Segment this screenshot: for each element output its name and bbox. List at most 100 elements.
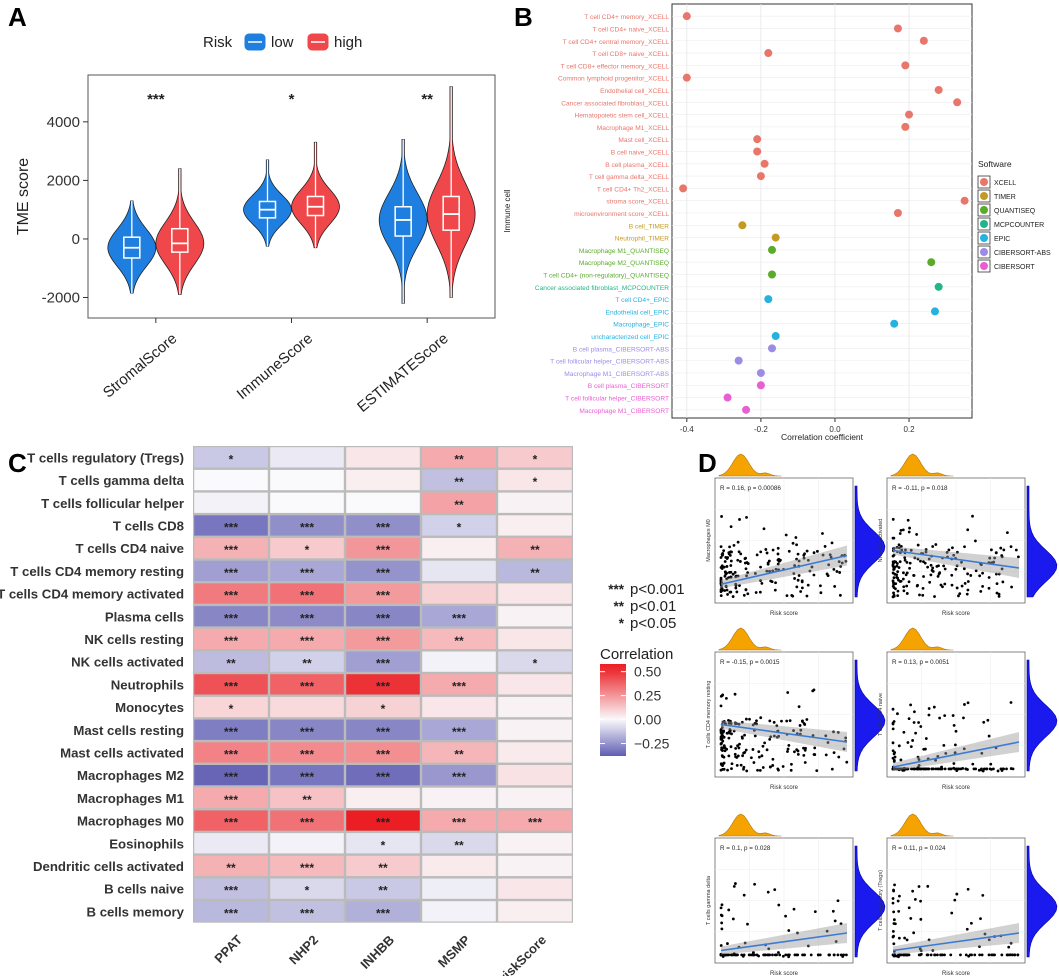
scatter-point xyxy=(913,556,917,560)
heatmap-cell xyxy=(346,515,420,536)
y-tick-label: 4000 xyxy=(47,114,80,131)
top-density xyxy=(718,813,782,837)
scatter-point xyxy=(993,556,997,560)
scatter-point xyxy=(891,517,895,521)
heatmap-cell xyxy=(194,515,268,536)
scatter-point xyxy=(979,917,982,921)
panel-d-scatter-grid: R = 0.16, p = 0.00086 Macrophages M0 Risk … xyxy=(706,453,1058,977)
scatter-point xyxy=(802,753,806,757)
heatmap-cell xyxy=(498,696,572,718)
y-tick-label: Endothelial cell_XCELL xyxy=(600,88,669,95)
scatter-point xyxy=(891,953,895,957)
heatmap-cell xyxy=(270,583,344,604)
y-axis-label: NK cells activated xyxy=(878,519,884,563)
y-tick-label: Cancer associated fibroblast_MCPCOUNTER xyxy=(535,285,669,292)
plot-frame xyxy=(87,74,496,319)
scatter-point xyxy=(766,562,770,566)
scatter-point xyxy=(784,914,787,918)
scatter-point xyxy=(899,579,903,583)
data-point xyxy=(953,98,962,107)
scatter-point xyxy=(918,947,922,951)
scatter-point xyxy=(748,717,751,721)
scatter-point xyxy=(737,550,741,554)
scatter-point xyxy=(1017,555,1020,559)
heatmap-cell xyxy=(498,855,572,877)
scatter-point xyxy=(911,767,915,771)
scatter-point xyxy=(903,953,907,957)
y-tick-label: Hematopoietic stem cell_XCELL xyxy=(574,113,669,120)
scatter-point xyxy=(761,766,765,769)
legend-title: Software xyxy=(978,159,1012,169)
scatter-point xyxy=(732,953,736,957)
scatter-point xyxy=(833,585,837,588)
scatter-point xyxy=(892,720,896,723)
heatmap-cell xyxy=(194,833,268,854)
cell-stars: *** xyxy=(300,589,314,603)
heatmap-cell xyxy=(346,606,420,627)
scatter-point xyxy=(733,692,737,696)
scatter-point xyxy=(734,746,738,750)
scatter-point xyxy=(787,743,791,747)
scatter-point xyxy=(937,572,941,576)
scatter-point xyxy=(797,559,801,563)
scatter-point xyxy=(943,582,947,586)
legend-dot-xcell xyxy=(980,178,988,186)
scatter-point xyxy=(978,945,981,949)
heatmap-cell xyxy=(422,469,496,491)
y-tick-label: T cell CD4+ naive_XCELL xyxy=(592,26,669,33)
heatmap-cell xyxy=(194,855,268,877)
scatter-point xyxy=(929,953,933,957)
scatter-point xyxy=(746,562,750,565)
y-tick-label: B cell plasma_CIBERSORT-ABS xyxy=(573,346,670,353)
legend-label: XCELL xyxy=(994,180,1016,187)
scatter-point xyxy=(796,752,800,756)
y-tick-label: T cell follicular helper_CIBERSORT-ABS xyxy=(550,359,669,366)
scatter-point xyxy=(965,927,969,931)
scatter-point xyxy=(907,530,911,534)
scatter-point xyxy=(960,560,963,564)
scatter-point xyxy=(994,551,998,555)
scatter-point xyxy=(895,545,899,549)
column-label: INHBB xyxy=(357,932,397,972)
scatter-point xyxy=(763,741,767,745)
scatter-subplot: R = 0.13, p = 0.0051 T cells CD4 naive Ris… xyxy=(878,627,1058,791)
scatter-point xyxy=(725,577,729,581)
cell-stars: *** xyxy=(452,816,466,830)
scatter-point xyxy=(796,931,799,935)
scatter-point xyxy=(810,565,814,569)
scatter-point xyxy=(919,559,922,563)
scatter-point xyxy=(734,586,738,590)
scatter-point xyxy=(907,580,911,584)
cell-stars: ** xyxy=(226,861,236,875)
scatter-point xyxy=(839,564,843,568)
scatter-point xyxy=(727,908,731,912)
heatmap-cell xyxy=(346,742,420,763)
sig-legend-text: p<0.001 xyxy=(630,581,685,598)
row-label: Dendritic cells activated xyxy=(33,859,184,874)
scatter-point xyxy=(894,767,898,771)
scatter-point xyxy=(719,762,723,766)
scatter-point xyxy=(892,888,895,892)
cell-stars: *** xyxy=(376,816,390,830)
x-tick-label: StromalScore xyxy=(100,330,181,401)
scatter-point xyxy=(892,942,896,946)
legend-label: CIBERSORT-ABS xyxy=(994,250,1051,257)
scatter-point xyxy=(768,719,772,723)
scatter-point xyxy=(720,746,724,750)
scatter-point xyxy=(892,752,896,756)
heatmap-cell xyxy=(270,560,344,581)
scatter-point xyxy=(954,743,957,747)
scatter-point xyxy=(766,890,770,894)
scatter-point xyxy=(980,953,984,957)
scatter-point xyxy=(728,728,732,731)
scatter-point xyxy=(990,548,993,552)
scatter-point xyxy=(891,727,895,731)
scatter-point xyxy=(723,560,727,563)
scatter-point xyxy=(912,710,916,714)
scatter-point xyxy=(816,953,820,957)
scatter-point xyxy=(971,762,975,766)
heatmap-cell xyxy=(270,447,344,468)
heatmap-cell xyxy=(346,765,420,786)
scatter-point xyxy=(930,568,934,572)
cell-stars: ** xyxy=(530,566,540,580)
